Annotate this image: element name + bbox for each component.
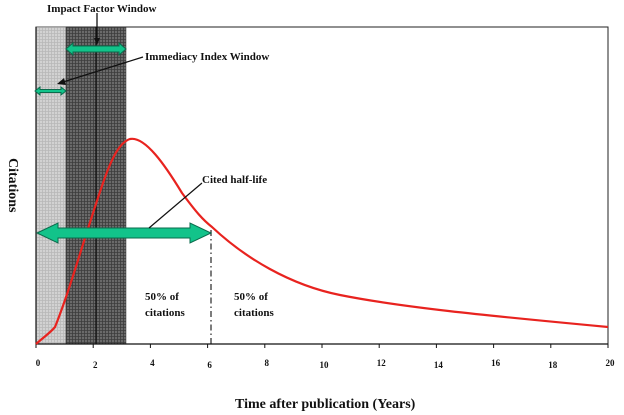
x-tick-label: 0 [36,358,41,368]
right-half-pct: 50% of [234,291,268,303]
cited-half-life-arrow [35,222,213,244]
cited-half-life-label: Cited half-life [202,174,267,186]
immediacy-window-shading [35,26,67,345]
x-tick-label: 6 [207,360,212,370]
impact-factor-window-label: Impact Factor Window [47,3,156,15]
immediacy-index-pointer [62,56,144,83]
citation-curve [35,137,609,345]
left-half-word: citations [145,307,185,319]
x-tick-label: 18 [548,360,558,370]
x-tick-label: 8 [265,358,270,368]
cited-half-life-pointer [148,182,203,229]
immediacy-index-window-label: Immediacy Index Window [145,51,269,63]
x-tick-label: 2 [93,360,98,370]
x-tick-label: 10 [320,360,330,370]
immediacy-index-pointer-head [57,78,66,85]
left-half-pct: 50% of [145,291,179,303]
impact-factor-arrow [65,41,127,57]
immediacy-index-arrow [34,85,67,97]
x-tick-label: 4 [150,358,155,368]
x-axis-title: Time after publication (Years) [235,397,416,412]
x-tick-label: 16 [491,358,501,368]
y-axis-title: Citations [5,158,20,213]
impact-factor-pointer-head [94,38,100,45]
x-tick-label: 20 [606,358,616,368]
x-tick-label: 12 [377,358,387,368]
x-tick-label: 14 [434,360,444,370]
right-half-word: citations [234,307,274,319]
x-axis-ticks: 0 2 4 6 8 10 12 14 16 18 20 [35,344,616,370]
